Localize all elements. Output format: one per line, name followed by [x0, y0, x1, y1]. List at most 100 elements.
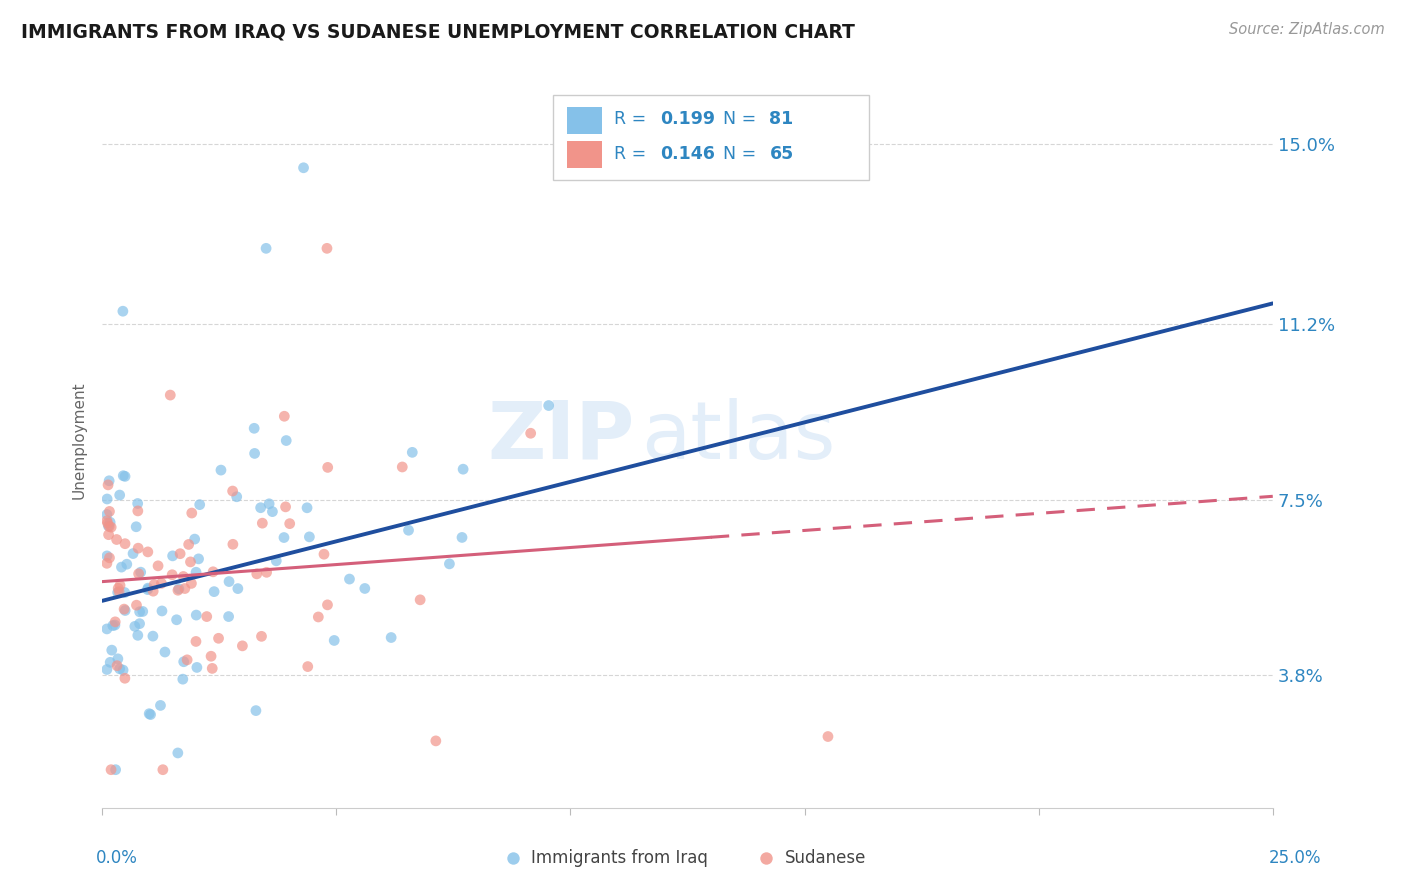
Point — [186, 608, 208, 623]
Text: Source: ZipAtlas.com: Source: ZipAtlas.com — [1229, 22, 1385, 37]
Point — [98, 516, 121, 530]
Point — [96, 508, 118, 522]
Point — [439, 557, 461, 571]
Point — [243, 446, 266, 460]
Point — [188, 498, 211, 512]
Point — [262, 505, 284, 519]
Point — [97, 516, 120, 530]
Point — [278, 516, 301, 531]
Point — [307, 610, 329, 624]
Point — [128, 566, 150, 581]
Point — [136, 581, 159, 595]
Point — [316, 598, 339, 612]
Point — [323, 633, 346, 648]
Point — [96, 663, 118, 677]
Point — [128, 605, 150, 619]
Point — [101, 618, 124, 632]
Point — [180, 576, 202, 591]
Point — [136, 582, 159, 597]
Text: R =: R = — [614, 145, 651, 162]
Point — [125, 520, 148, 534]
Point — [97, 478, 120, 492]
Point — [184, 566, 207, 580]
Point — [172, 569, 194, 583]
Point — [221, 484, 243, 499]
Point — [114, 671, 136, 685]
Point — [108, 584, 131, 599]
Point — [276, 434, 298, 448]
Text: IMMIGRANTS FROM IRAQ VS SUDANESE UNEMPLOYMENT CORRELATION CHART: IMMIGRANTS FROM IRAQ VS SUDANESE UNEMPLO… — [21, 22, 855, 41]
Point — [166, 613, 188, 627]
Point — [245, 704, 267, 718]
Point — [202, 565, 225, 579]
Point — [100, 643, 122, 657]
Y-axis label: Unemployment: Unemployment — [72, 382, 86, 500]
Point — [97, 518, 120, 533]
Point — [115, 558, 138, 572]
Point — [339, 572, 361, 586]
Point — [107, 652, 129, 666]
Point — [183, 532, 205, 546]
Point — [169, 547, 191, 561]
Point — [96, 514, 118, 528]
Point — [176, 653, 198, 667]
Point — [167, 582, 190, 596]
Point — [122, 547, 145, 561]
Point — [127, 628, 149, 642]
Point — [817, 730, 839, 744]
Point — [108, 488, 131, 502]
Point — [159, 388, 181, 402]
Point — [98, 504, 121, 518]
Point — [114, 537, 136, 551]
Point — [252, 516, 274, 531]
Point — [110, 560, 132, 574]
Point — [231, 639, 253, 653]
Point — [256, 566, 278, 580]
Point — [129, 565, 152, 579]
Point — [132, 604, 155, 618]
Point — [108, 578, 131, 592]
Point — [226, 582, 249, 596]
Point — [100, 520, 122, 534]
Point — [143, 577, 166, 591]
Point — [222, 537, 245, 551]
Point — [173, 655, 195, 669]
Point — [98, 656, 121, 670]
Point — [195, 609, 218, 624]
Point — [105, 533, 128, 547]
Point — [409, 592, 432, 607]
Point — [142, 584, 165, 599]
Point — [249, 500, 271, 515]
Point — [104, 615, 127, 629]
Point — [105, 658, 128, 673]
Text: 0.146: 0.146 — [661, 145, 716, 162]
Point — [186, 660, 208, 674]
Point — [104, 763, 127, 777]
Point — [292, 161, 315, 175]
Point — [273, 531, 295, 545]
Point — [114, 469, 136, 483]
Point — [451, 531, 474, 545]
Text: 0.199: 0.199 — [661, 111, 716, 128]
Point — [160, 567, 183, 582]
Point — [209, 463, 232, 477]
Point — [398, 523, 420, 537]
Text: ZIP: ZIP — [488, 398, 636, 475]
FancyBboxPatch shape — [567, 107, 602, 134]
Text: 0.0%: 0.0% — [96, 849, 138, 867]
Point — [218, 574, 240, 589]
Point — [755, 851, 778, 865]
Point — [295, 500, 318, 515]
Point — [96, 557, 118, 571]
Point — [173, 582, 195, 596]
Point — [114, 603, 136, 617]
FancyBboxPatch shape — [553, 95, 869, 179]
Point — [142, 629, 165, 643]
Point — [184, 634, 207, 648]
Point — [273, 409, 295, 424]
Point — [316, 241, 339, 255]
Point — [111, 304, 134, 318]
Point — [150, 576, 173, 591]
Point — [451, 462, 474, 476]
Point — [152, 763, 174, 777]
